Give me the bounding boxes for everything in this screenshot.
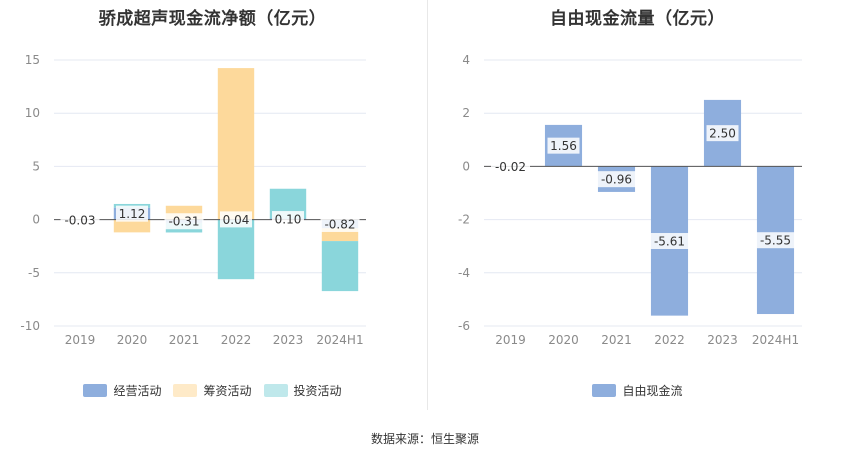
- data-label: 1.12: [119, 207, 146, 221]
- y-tick-label: 0: [462, 159, 470, 173]
- y-tick-label: 2: [462, 106, 470, 120]
- x-tick-label: 2021: [169, 333, 200, 347]
- y-tick-label: 10: [25, 106, 40, 120]
- data-label: 0.04: [223, 213, 250, 227]
- y-tick-label: -5: [28, 266, 40, 280]
- chart-title: 骄成超声现金流净额（亿元）: [98, 9, 327, 29]
- data-source-note: 数据来源：恒生聚源: [370, 432, 479, 446]
- legend-item[interactable]: 自由现金流: [592, 382, 683, 399]
- x-tick-label: 2023: [707, 333, 738, 347]
- data-label-bg: [220, 211, 252, 228]
- y-tick-label: -6: [458, 319, 470, 333]
- legend-swatch: [263, 384, 288, 397]
- y-tick-label: 5: [32, 159, 40, 173]
- y-tick-label: 4: [462, 53, 470, 67]
- data-label-bg: [706, 125, 739, 142]
- data-label: 1.56: [550, 139, 577, 153]
- chart-title: 自由现金流量（亿元）: [550, 9, 725, 29]
- free-cashflow-chart: -6 -4 -2 0 2 4 2019 2020 2021 2022 2023 2024H1 -0.02…: [458, 53, 802, 347]
- y-tick-label: -10: [20, 319, 40, 333]
- data-label: 0.10: [275, 213, 302, 227]
- x-tick-label: 2024H1: [316, 333, 363, 347]
- legend-swatch: [173, 384, 198, 397]
- data-label: -5.61: [654, 235, 685, 249]
- x-tick-label: 2020: [548, 333, 579, 347]
- y-tick-label: 15: [25, 53, 40, 67]
- chart-legend: 经营活动 筹资活动 投资活动: [0, 382, 425, 400]
- data-label-bg: [756, 232, 795, 249]
- cashflow-chart: -10 -5 0 5 10 15 2019 2020 2021 2022 2023 2024H1 -0.…: [20, 53, 366, 347]
- data-label-bg: [116, 205, 148, 222]
- x-tick-label: 2022: [654, 333, 685, 347]
- data-label-bg: [272, 211, 304, 228]
- legend-swatch: [592, 384, 617, 397]
- data-label-bg: [547, 137, 580, 154]
- data-label-bg: [60, 211, 100, 228]
- data-label: 2.50: [709, 127, 736, 141]
- legend-item[interactable]: 经营活动: [83, 382, 161, 399]
- data-label-bg: [491, 158, 530, 175]
- bar-筹资活动: [113, 219, 151, 233]
- legend-item[interactable]: 投资活动: [263, 382, 342, 399]
- chart-panel-free-cashflow: 自由现金流量（亿元） -6 -4 -2 0 2 4 2019 2020 2021 2022 2023…: [425, 0, 850, 410]
- legend-label: 筹资活动: [203, 384, 252, 398]
- x-tick-label: 2022: [221, 333, 252, 347]
- data-label-bg: [320, 215, 360, 232]
- bar-投资活动: [321, 241, 359, 292]
- data-label: -5.55: [760, 234, 791, 248]
- bar-筹资活动: [217, 68, 255, 220]
- x-tick-label: 2019: [65, 333, 96, 347]
- data-label: -0.96: [601, 173, 632, 187]
- chart-panel-cashflow: 骄成超声现金流净额（亿元） -10 -5 0 5 10 15 2019 2020 2021 202…: [0, 0, 425, 410]
- x-tick-label: 2019: [495, 333, 526, 347]
- data-label-bg: [164, 213, 204, 230]
- data-label-bg: [597, 171, 636, 188]
- legend-item[interactable]: 筹资活动: [173, 382, 252, 399]
- bar-投资活动: [217, 219, 255, 280]
- legend-label: 投资活动: [293, 384, 342, 398]
- legend-label: 经营活动: [113, 384, 162, 398]
- y-tick-label: 0: [32, 213, 40, 227]
- y-tick-label: -4: [458, 266, 470, 280]
- data-label: -0.02: [495, 160, 526, 174]
- data-label: -0.03: [64, 213, 95, 227]
- panel-divider: [427, 0, 428, 410]
- legend-label: 自由现金流: [622, 384, 683, 398]
- x-tick-label: 2020: [117, 333, 148, 347]
- data-label-bg: [650, 233, 689, 250]
- legend-swatch: [83, 384, 108, 397]
- x-tick-label: 2024H1: [752, 333, 799, 347]
- y-tick-label: -2: [458, 213, 470, 227]
- x-tick-label: 2021: [601, 333, 632, 347]
- data-label: -0.82: [324, 217, 355, 231]
- x-tick-label: 2023: [273, 333, 304, 347]
- chart-legend: 自由现金流: [425, 382, 850, 400]
- data-label: -0.31: [168, 215, 199, 229]
